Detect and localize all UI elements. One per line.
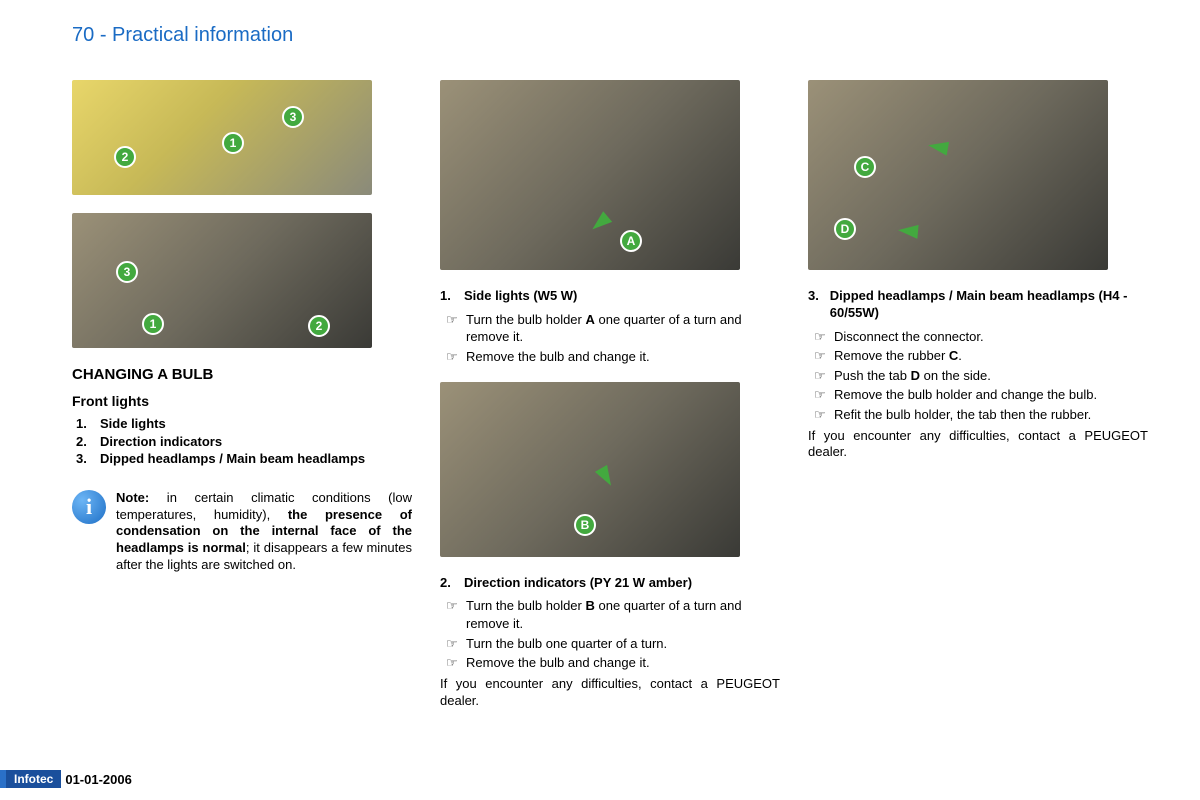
step-1-bullets: ☞Turn the bulb holder A one quarter of a…	[446, 311, 780, 366]
marker-3: 3	[116, 261, 138, 283]
list-item: 3.Dipped headlamps / Main beam headlamps	[76, 450, 412, 468]
instruction-row: ☞Remove the rubber C.	[814, 347, 1148, 365]
list-item: 2.Direction indicators	[76, 433, 412, 451]
instruction-text: Turn the bulb holder A one quarter of a …	[466, 311, 780, 346]
photo-headlamp-rear: 1 2 3	[72, 213, 372, 348]
page-number: 70	[72, 24, 94, 46]
instruction-row: ☞Push the tab D on the side.	[814, 367, 1148, 385]
photo-bulb-cd: C D	[808, 80, 1108, 270]
step-3-tail: If you encounter any difficulties, conta…	[808, 428, 1148, 462]
pointer-icon: ☞	[814, 406, 834, 424]
pointer-icon: ☞	[814, 386, 834, 404]
page-header: 70 - Practical information	[72, 24, 293, 47]
marker-3: 3	[282, 106, 304, 128]
marker-c: C	[854, 156, 876, 178]
step-2-bullets: ☞Turn the bulb holder B one quarter of a…	[446, 597, 780, 671]
section-name: Practical information	[112, 24, 293, 46]
subheading-front-lights: Front lights	[72, 393, 412, 409]
step-2-tail: If you encounter any difficulties, conta…	[440, 676, 780, 710]
photo-front-headlamp: 1 2 3	[72, 80, 372, 195]
pointer-icon: ☞	[446, 311, 466, 346]
instruction-row: ☞Turn the bulb holder B one quarter of a…	[446, 597, 780, 632]
note-text: Note: in certain climatic conditions (lo…	[116, 490, 412, 574]
column-1: 1 2 3 1 2 3 CHANGING A BULB Front lights 1.S…	[72, 80, 412, 574]
column-2: A 1. Side lights (W5 W) ☞Turn the bulb h…	[440, 80, 780, 709]
instruction-row: ☞Turn the bulb one quarter of a turn.	[446, 635, 780, 653]
arrow-icon	[897, 223, 918, 239]
step-2-title: 2. Direction indicators (PY 21 W amber)	[440, 575, 780, 592]
list-item: 1.Side lights	[76, 415, 412, 433]
photo-bulb-b: B	[440, 382, 740, 557]
footer: Infotec 01-01-2006	[0, 770, 132, 788]
marker-2: 2	[114, 146, 136, 168]
photo-bulb-a: A	[440, 80, 740, 270]
instruction-text: Remove the bulb holder and change the bu…	[834, 386, 1148, 404]
instruction-text: Refit the bulb holder, the tab then the …	[834, 406, 1148, 424]
pointer-icon: ☞	[446, 597, 466, 632]
note-box: i Note: in certain climatic conditions (…	[72, 490, 412, 574]
marker-b: B	[574, 514, 596, 536]
step-3-title: 3. Dipped headlamps / Main beam headlamp…	[808, 288, 1148, 322]
pointer-icon: ☞	[814, 347, 834, 365]
instruction-row: ☞Remove the bulb and change it.	[446, 654, 780, 672]
instruction-row: ☞Remove the bulb and change it.	[446, 348, 780, 366]
marker-1: 1	[142, 313, 164, 335]
pointer-icon: ☞	[814, 328, 834, 346]
instruction-row: ☞Remove the bulb holder and change the b…	[814, 386, 1148, 404]
pointer-icon: ☞	[446, 635, 466, 653]
instruction-text: Remove the rubber C.	[834, 347, 1148, 365]
column-3: C D 3. Dipped headlamps / Main beam head…	[808, 80, 1148, 461]
pointer-icon: ☞	[446, 348, 466, 366]
instruction-row: ☞Disconnect the connector.	[814, 328, 1148, 346]
marker-2: 2	[308, 315, 330, 337]
instruction-text: Remove the bulb and change it.	[466, 654, 780, 672]
instruction-text: Turn the bulb holder B one quarter of a …	[466, 597, 780, 632]
pointer-icon: ☞	[446, 654, 466, 672]
marker-d: D	[834, 218, 856, 240]
step-1-title: 1. Side lights (W5 W)	[440, 288, 780, 305]
marker-1: 1	[222, 132, 244, 154]
instruction-row: ☞Refit the bulb holder, the tab then the…	[814, 406, 1148, 424]
front-lights-list: 1.Side lights2.Direction indicators3.Dip…	[76, 415, 412, 468]
instruction-text: Turn the bulb one quarter of a turn.	[466, 635, 780, 653]
instruction-row: ☞Turn the bulb holder A one quarter of a…	[446, 311, 780, 346]
infotec-badge: Infotec	[0, 770, 61, 788]
section-title: CHANGING A BULB	[72, 366, 412, 383]
footer-date: 01-01-2006	[65, 772, 132, 787]
instruction-text: Remove the bulb and change it.	[466, 348, 780, 366]
info-icon: i	[72, 490, 106, 524]
pointer-icon: ☞	[814, 367, 834, 385]
instruction-text: Push the tab D on the side.	[834, 367, 1148, 385]
marker-a: A	[620, 230, 642, 252]
step-3-bullets: ☞Disconnect the connector.☞Remove the ru…	[814, 328, 1148, 424]
instruction-text: Disconnect the connector.	[834, 328, 1148, 346]
